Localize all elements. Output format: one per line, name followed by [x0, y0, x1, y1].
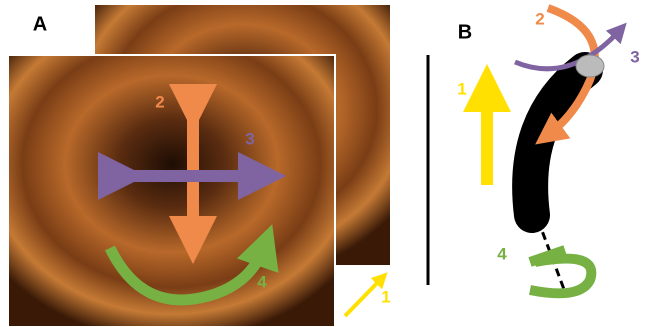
panel-label: A [33, 13, 47, 35]
arrow-label: 2 [535, 9, 544, 28]
figure: A 2 3 4 1 B 1 2 3 4 [0, 0, 648, 327]
endoscopy-image-front [8, 55, 335, 327]
panel-label: B [458, 21, 472, 43]
arrow-label: 3 [245, 129, 254, 148]
panel-a: A 2 3 4 1 [8, 5, 391, 327]
arrow-label: 2 [155, 92, 164, 111]
arrow-label: 1 [457, 79, 466, 98]
arrow-1 [345, 278, 382, 316]
panel-b: B 1 2 3 4 [428, 8, 640, 293]
arrow-label: 4 [257, 272, 267, 291]
arrow-label: 4 [497, 244, 507, 263]
arrow-label: 3 [630, 47, 639, 66]
arrow-label: 1 [381, 287, 390, 306]
endoscope [530, 70, 585, 215]
arrow-4 [530, 250, 591, 293]
endoscope-tip [576, 55, 604, 77]
